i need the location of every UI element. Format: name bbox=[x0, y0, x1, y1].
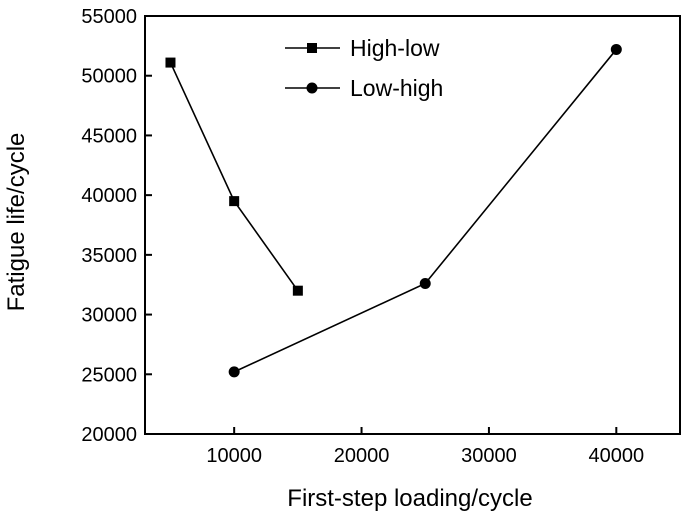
data-point-low-high bbox=[610, 43, 622, 55]
data-point-high-low bbox=[292, 285, 303, 296]
series-layer bbox=[165, 43, 622, 378]
plot-frame bbox=[144, 15, 681, 435]
legend-marker-high-low bbox=[307, 43, 317, 53]
x-tick-label: 40000 bbox=[588, 445, 644, 467]
y-tick-label: 25000 bbox=[81, 364, 137, 386]
legend-label-low-high: Low-high bbox=[350, 75, 443, 101]
data-point-low-high bbox=[228, 366, 240, 378]
y-axis: 20000 25000 30000 35000 40000 45000 50000 55000 bbox=[81, 6, 152, 446]
x-tick-label: 20000 bbox=[334, 445, 390, 467]
y-tick-label: 35000 bbox=[81, 245, 137, 267]
y-tick-label: 30000 bbox=[81, 305, 137, 327]
y-tick-label: 40000 bbox=[81, 185, 137, 207]
data-point-high-low bbox=[229, 196, 240, 207]
y-tick-label: 45000 bbox=[81, 125, 137, 147]
x-tick-label: 10000 bbox=[206, 445, 262, 467]
data-point-high-low bbox=[165, 57, 176, 68]
y-axis-label: Fatigue life/cycle bbox=[3, 133, 30, 312]
legend: High-low Low-high bbox=[285, 35, 443, 101]
x-axis-label: First-step loading/cycle bbox=[287, 485, 532, 512]
data-point-low-high bbox=[419, 278, 431, 290]
series-line-high-low bbox=[169, 62, 299, 292]
legend-label-high-low: High-low bbox=[350, 35, 440, 61]
y-tick-label: 55000 bbox=[81, 6, 137, 28]
x-axis: 10000 20000 30000 40000 bbox=[206, 427, 644, 467]
legend-marker-low-high bbox=[306, 82, 318, 94]
y-tick-label: 20000 bbox=[81, 424, 137, 446]
x-tick-label: 30000 bbox=[461, 445, 517, 467]
y-tick-label: 50000 bbox=[81, 66, 137, 88]
